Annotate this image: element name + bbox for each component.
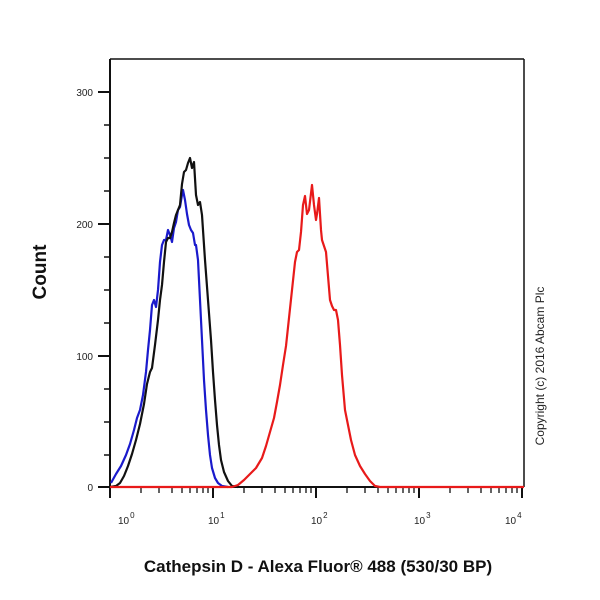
x-tick-label: 104: [505, 511, 522, 527]
y-axis-label: Count: [30, 244, 51, 300]
x-tick-label: 102: [311, 511, 328, 527]
y-tick-labels: 300 200 100 0: [76, 88, 93, 494]
y-tick-label: 100: [76, 352, 93, 363]
y-tick-label: 200: [76, 220, 93, 231]
plot-frame: [104, 58, 525, 492]
x-tick-label: 100: [118, 511, 135, 527]
copyright-watermark: Copyright (c) 2016 Abcam Plc: [533, 287, 547, 446]
x-tick-label: 101: [208, 511, 225, 527]
series-red-histogram: [110, 183, 524, 489]
y-axis: [98, 91, 110, 488]
series-blue-histogram: [110, 188, 229, 489]
x-axis-label: Cathepsin D - Alexa Fluor® 488 (530/30 B…: [144, 557, 492, 576]
x-tick-label: 103: [414, 511, 431, 527]
y-tick-label: 300: [76, 88, 93, 99]
series-black-histogram: [109, 156, 239, 489]
y-tick-label: 0: [87, 483, 93, 494]
x-tick-labels: 100 101 102 103 104: [118, 511, 522, 527]
x-axis: [109, 487, 523, 498]
